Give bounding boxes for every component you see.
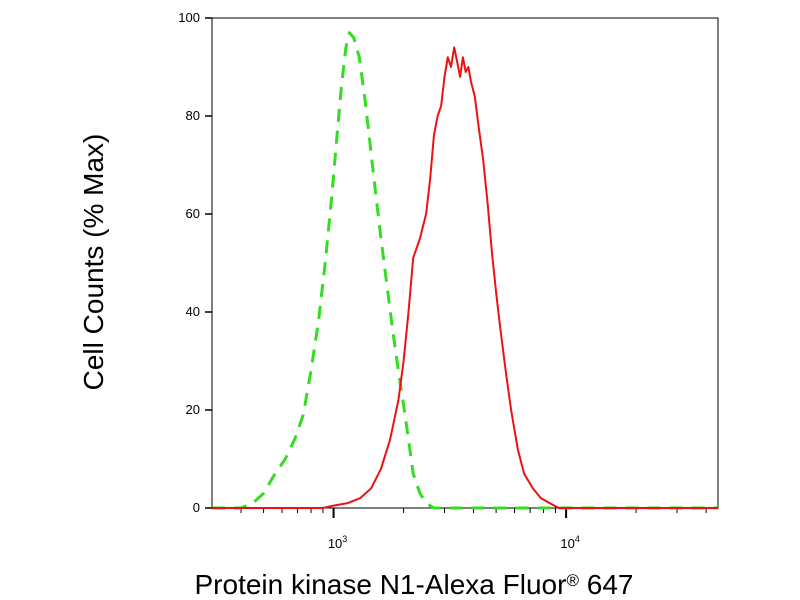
x-axis: 103 104 [240, 508, 707, 551]
x-axis-title-suffix: 647 [579, 569, 634, 600]
x-axis-title-registered-mark: ® [566, 571, 579, 590]
y-tick-label: 100 [178, 10, 200, 25]
series-layer [212, 31, 718, 510]
y-tick-label: 0 [193, 500, 200, 515]
x-tick-label: 104 [560, 534, 579, 551]
x-tick-label-base: 10 [328, 536, 342, 551]
x-axis-title-main: Protein kinase N1-Alexa Fluor [195, 569, 567, 600]
x-tick-label: 103 [328, 534, 347, 551]
plot-frame [211, 17, 719, 509]
series-control-dashed-line [212, 31, 718, 510]
x-tick-label-base: 10 [560, 536, 574, 551]
x-tick-label-exponent: 4 [575, 534, 580, 544]
y-tick-label: 20 [186, 402, 200, 417]
y-tick-label: 40 [186, 304, 200, 319]
plot-border [211, 17, 719, 509]
x-tick-label-exponent: 3 [342, 534, 347, 544]
y-tick-label: 80 [186, 108, 200, 123]
x-axis-title: Protein kinase N1-Alexa Fluor® 647 [195, 569, 634, 600]
series-sample-solid-line [212, 46, 718, 509]
y-tick-label: 60 [186, 206, 200, 221]
y-axis: 0 20 40 60 80 100 [178, 10, 212, 515]
y-axis-title: Cell Counts (% Max) [78, 134, 109, 391]
